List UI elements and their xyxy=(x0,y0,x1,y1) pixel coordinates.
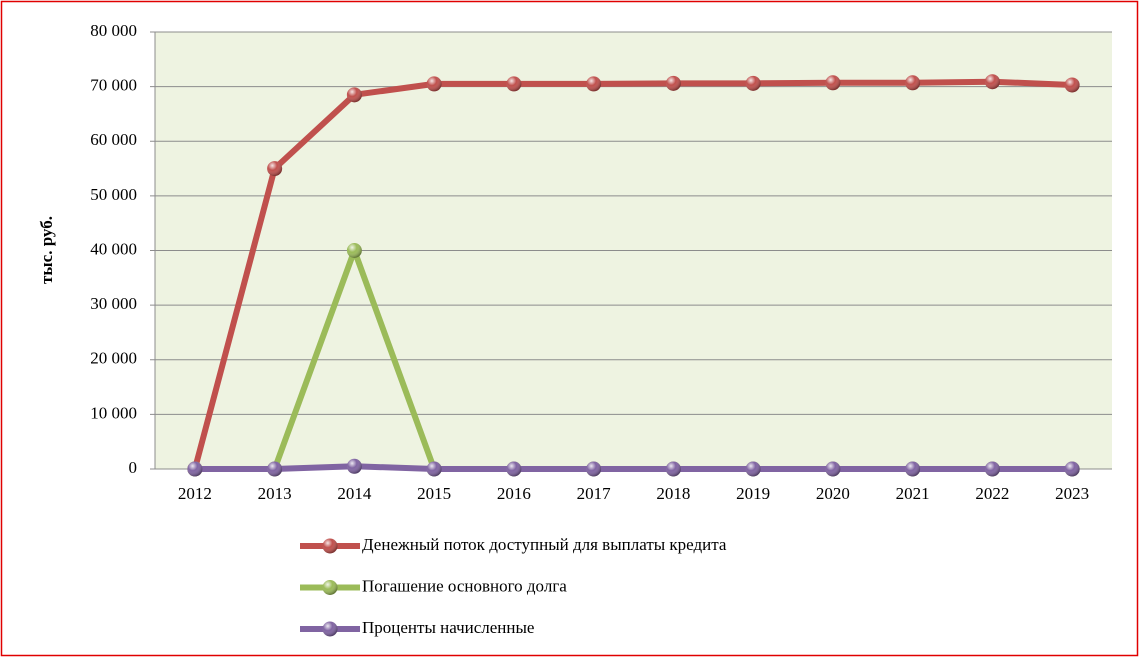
point-shine xyxy=(1064,461,1080,477)
point-shine xyxy=(825,75,841,91)
point-shine xyxy=(1064,77,1080,93)
point-shine xyxy=(346,243,362,258)
point-shine xyxy=(426,461,442,477)
y-tick-label: 10 000 xyxy=(90,403,137,422)
x-tick-label: 2013 xyxy=(258,484,292,503)
legend-label: Погашение основного долга xyxy=(362,576,567,595)
x-tick-label: 2022 xyxy=(975,484,1009,503)
point-shine xyxy=(984,74,1000,90)
point-shine xyxy=(665,75,681,91)
x-tick-label: 2020 xyxy=(816,484,850,503)
point-shine xyxy=(187,461,203,477)
x-tick-label: 2018 xyxy=(656,484,690,503)
y-tick-label: 60 000 xyxy=(90,130,137,149)
point-shine xyxy=(586,76,602,92)
legend-marker-shine xyxy=(322,621,338,637)
point-shine xyxy=(267,161,283,177)
series-line xyxy=(191,78,1073,470)
point-shine xyxy=(506,461,522,477)
y-tick-label: 40 000 xyxy=(90,239,137,258)
x-tick-label: 2016 xyxy=(497,484,531,503)
point-shine xyxy=(506,76,522,92)
point-shine xyxy=(905,75,921,91)
y-axis-label: тыс. руб. xyxy=(37,216,56,284)
y-tick-label: 0 xyxy=(129,458,138,477)
x-tick-label: 2019 xyxy=(736,484,770,503)
y-tick-label: 80 000 xyxy=(90,21,137,40)
point-shine xyxy=(346,458,362,474)
x-tick-label: 2012 xyxy=(178,484,212,503)
point-shine xyxy=(825,461,841,477)
y-tick-label: 20 000 xyxy=(90,349,137,368)
point-shine xyxy=(426,76,442,92)
point-shine xyxy=(346,87,362,103)
point-shine xyxy=(745,75,761,91)
legend-marker-shine xyxy=(322,580,338,595)
x-tick-label: 2014 xyxy=(337,484,372,503)
point-shine xyxy=(905,461,921,477)
x-tick-label: 2015 xyxy=(417,484,451,503)
x-tick-label: 2017 xyxy=(577,484,612,503)
legend-label: Денежный поток доступный для выплаты кре… xyxy=(362,535,727,554)
x-tick-label: 2021 xyxy=(896,484,930,503)
x-tick-label: 2023 xyxy=(1055,484,1089,503)
point-shine xyxy=(665,461,681,477)
point-shine xyxy=(745,461,761,477)
y-tick-label: 30 000 xyxy=(90,294,137,313)
point-shine xyxy=(984,461,1000,477)
point-shine xyxy=(267,461,283,477)
legend-label: Проценты начисленные xyxy=(362,618,534,637)
y-tick-label: 70 000 xyxy=(90,76,137,95)
point-shine xyxy=(586,461,602,477)
series-line xyxy=(194,463,1073,472)
y-tick-label: 50 000 xyxy=(90,185,137,204)
legend-marker-shine xyxy=(322,538,338,554)
